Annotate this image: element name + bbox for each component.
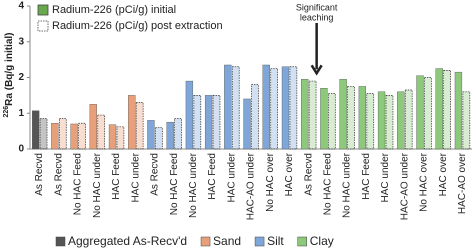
legend-label: Sand	[213, 234, 241, 248]
bar-post	[385, 95, 394, 150]
x-tick-label: HAC Feed	[207, 153, 218, 200]
legend-swatch	[37, 20, 49, 32]
legend-label: Silt	[267, 234, 284, 248]
x-tick-label: No HAC over	[265, 152, 276, 212]
x-tick-label: HAC-AO under	[399, 152, 410, 220]
annotation: leaching	[300, 12, 334, 22]
y-tick-label: 2	[18, 72, 24, 83]
bar-initial	[454, 71, 463, 150]
bar-post	[39, 118, 48, 150]
bar-post	[270, 68, 278, 150]
x-tick-label: HAC over	[284, 152, 295, 196]
bar-initial	[301, 79, 309, 150]
bar-post	[155, 127, 163, 150]
x-tick-label: HAC under	[226, 152, 237, 202]
bar-initial	[435, 68, 443, 150]
bar-initial	[166, 121, 174, 150]
bar-initial	[377, 91, 386, 150]
bar-initial	[185, 80, 194, 150]
y-axis-label: 226Ra (Bq/g initial)	[3, 32, 15, 117]
bar-post	[231, 66, 240, 150]
bar-initial	[262, 64, 270, 150]
bar-post	[193, 95, 202, 150]
bar-initial	[224, 64, 232, 150]
legend-label: Aggregated As-Recv'd	[68, 234, 187, 248]
bar-initial	[281, 66, 290, 150]
x-tick-label: HAC Feed	[111, 153, 122, 200]
x-tick-label: As Recvd	[303, 153, 314, 196]
bar-post	[289, 66, 298, 150]
x-tick-label: No HAC Feed	[323, 153, 334, 215]
bar-post	[78, 122, 86, 150]
legend-swatch	[297, 236, 307, 247]
bar-post	[462, 91, 471, 150]
legend-label: Clay	[310, 234, 334, 248]
x-tick-label: No HAC over	[419, 152, 430, 212]
bar-initial	[89, 104, 97, 150]
x-tick-label: As Recvd	[53, 153, 64, 196]
legend-swatch	[37, 4, 49, 16]
bar-initial	[320, 88, 328, 150]
annotation: Significant	[296, 2, 338, 12]
y-tick-label: 0	[18, 144, 24, 155]
y-tick-label: 4	[18, 1, 24, 12]
x-tick-label: HAC over	[438, 152, 449, 196]
bar-initial	[204, 95, 213, 150]
x-tick-label: No HAC under	[188, 152, 199, 218]
x-tick-label: HAC under	[130, 152, 141, 202]
bar-post	[443, 69, 451, 150]
x-tick-label: As Recvd	[150, 153, 161, 196]
bar-initial	[147, 120, 155, 150]
x-tick-label: No HAC Feed	[169, 153, 180, 215]
bar-initial	[416, 75, 424, 150]
bar-post	[424, 77, 432, 150]
x-tick-label: No HAC under	[92, 152, 103, 218]
bar-initial	[70, 123, 78, 150]
bar-initial	[397, 91, 405, 150]
bar-post	[404, 89, 413, 150]
bar-post	[135, 102, 144, 150]
y-label-text: Ra (Bq/g initial)	[4, 32, 15, 105]
bar-initial	[51, 123, 59, 150]
annotation-arrow	[310, 23, 323, 76]
bar-post	[174, 118, 182, 150]
bar-initial	[243, 98, 251, 150]
x-tick-label: HAC under	[380, 152, 391, 202]
bar-post	[308, 80, 317, 150]
bar-post	[328, 93, 336, 150]
bar-initial	[108, 124, 117, 150]
x-tick-label: HAC-AO over	[457, 152, 468, 214]
legend-swatch	[200, 236, 211, 247]
y-label-sup: 226	[3, 106, 10, 118]
legend-label: Radium-226 (pCi/g) initial	[52, 4, 176, 16]
bar-post	[251, 84, 259, 150]
bar-initial	[31, 110, 40, 150]
x-tick-label: HAC Feed	[361, 153, 372, 200]
x-tick-label: No HAC under	[342, 152, 353, 218]
bar-post	[212, 95, 221, 150]
y-tick-label: 3	[18, 36, 24, 47]
y-tick-label: 1	[18, 108, 24, 119]
x-tick-label: As Recvd	[34, 153, 45, 196]
bar-initial	[128, 95, 136, 150]
legend-label: Radium-226 (pCi/g) post extraction	[52, 20, 223, 32]
bar-initial	[339, 79, 347, 150]
x-tick-label: HAC-AO under	[246, 152, 257, 220]
x-tick-label: No HAC Feed	[73, 153, 84, 215]
legend-swatch	[254, 236, 265, 247]
bar-post	[116, 126, 125, 150]
bar-post	[97, 114, 106, 150]
bar-post	[347, 86, 355, 150]
legend-swatch	[55, 236, 66, 247]
bar-post	[58, 118, 67, 150]
bar-post	[366, 93, 375, 150]
bar-initial	[358, 86, 367, 150]
